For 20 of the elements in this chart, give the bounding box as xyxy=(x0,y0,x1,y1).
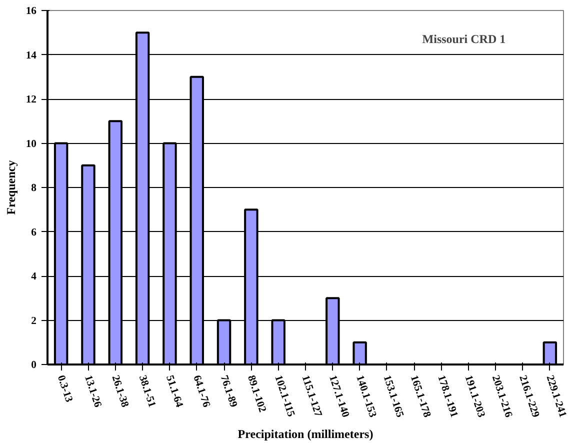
x-tick-label: 26.1-38 xyxy=(109,374,130,409)
y-tick-label: 14 xyxy=(26,50,38,62)
x-axis-title: Precipitation (millimeters) xyxy=(238,426,374,441)
annotation: Missouri CRD 1 xyxy=(422,32,506,46)
x-tick-label: 76.1-89 xyxy=(218,374,239,409)
y-tick-label: 12 xyxy=(26,94,36,106)
x-tick-label: 51.1-64 xyxy=(164,374,185,410)
x-tick-label: 64.1-76 xyxy=(190,374,212,410)
y-tick-label: 4 xyxy=(31,272,38,282)
x-tick-label: 89.1-102 xyxy=(245,374,268,414)
y-tick-label: 10 xyxy=(26,138,36,150)
y-tick-label: 2 xyxy=(31,316,36,327)
y-tick-label: 0 xyxy=(31,360,36,371)
y-axis-title: Frequency xyxy=(4,160,18,215)
x-tick-label: 38.1-51 xyxy=(136,374,158,409)
y-tick-label: 16 xyxy=(26,6,38,17)
x-tick-label: 0.3-13 xyxy=(54,374,74,404)
y-tick-label: 8 xyxy=(31,183,36,194)
y-tick-label: 6 xyxy=(31,227,38,238)
x-tick-label: 13.1-26 xyxy=(82,374,104,410)
